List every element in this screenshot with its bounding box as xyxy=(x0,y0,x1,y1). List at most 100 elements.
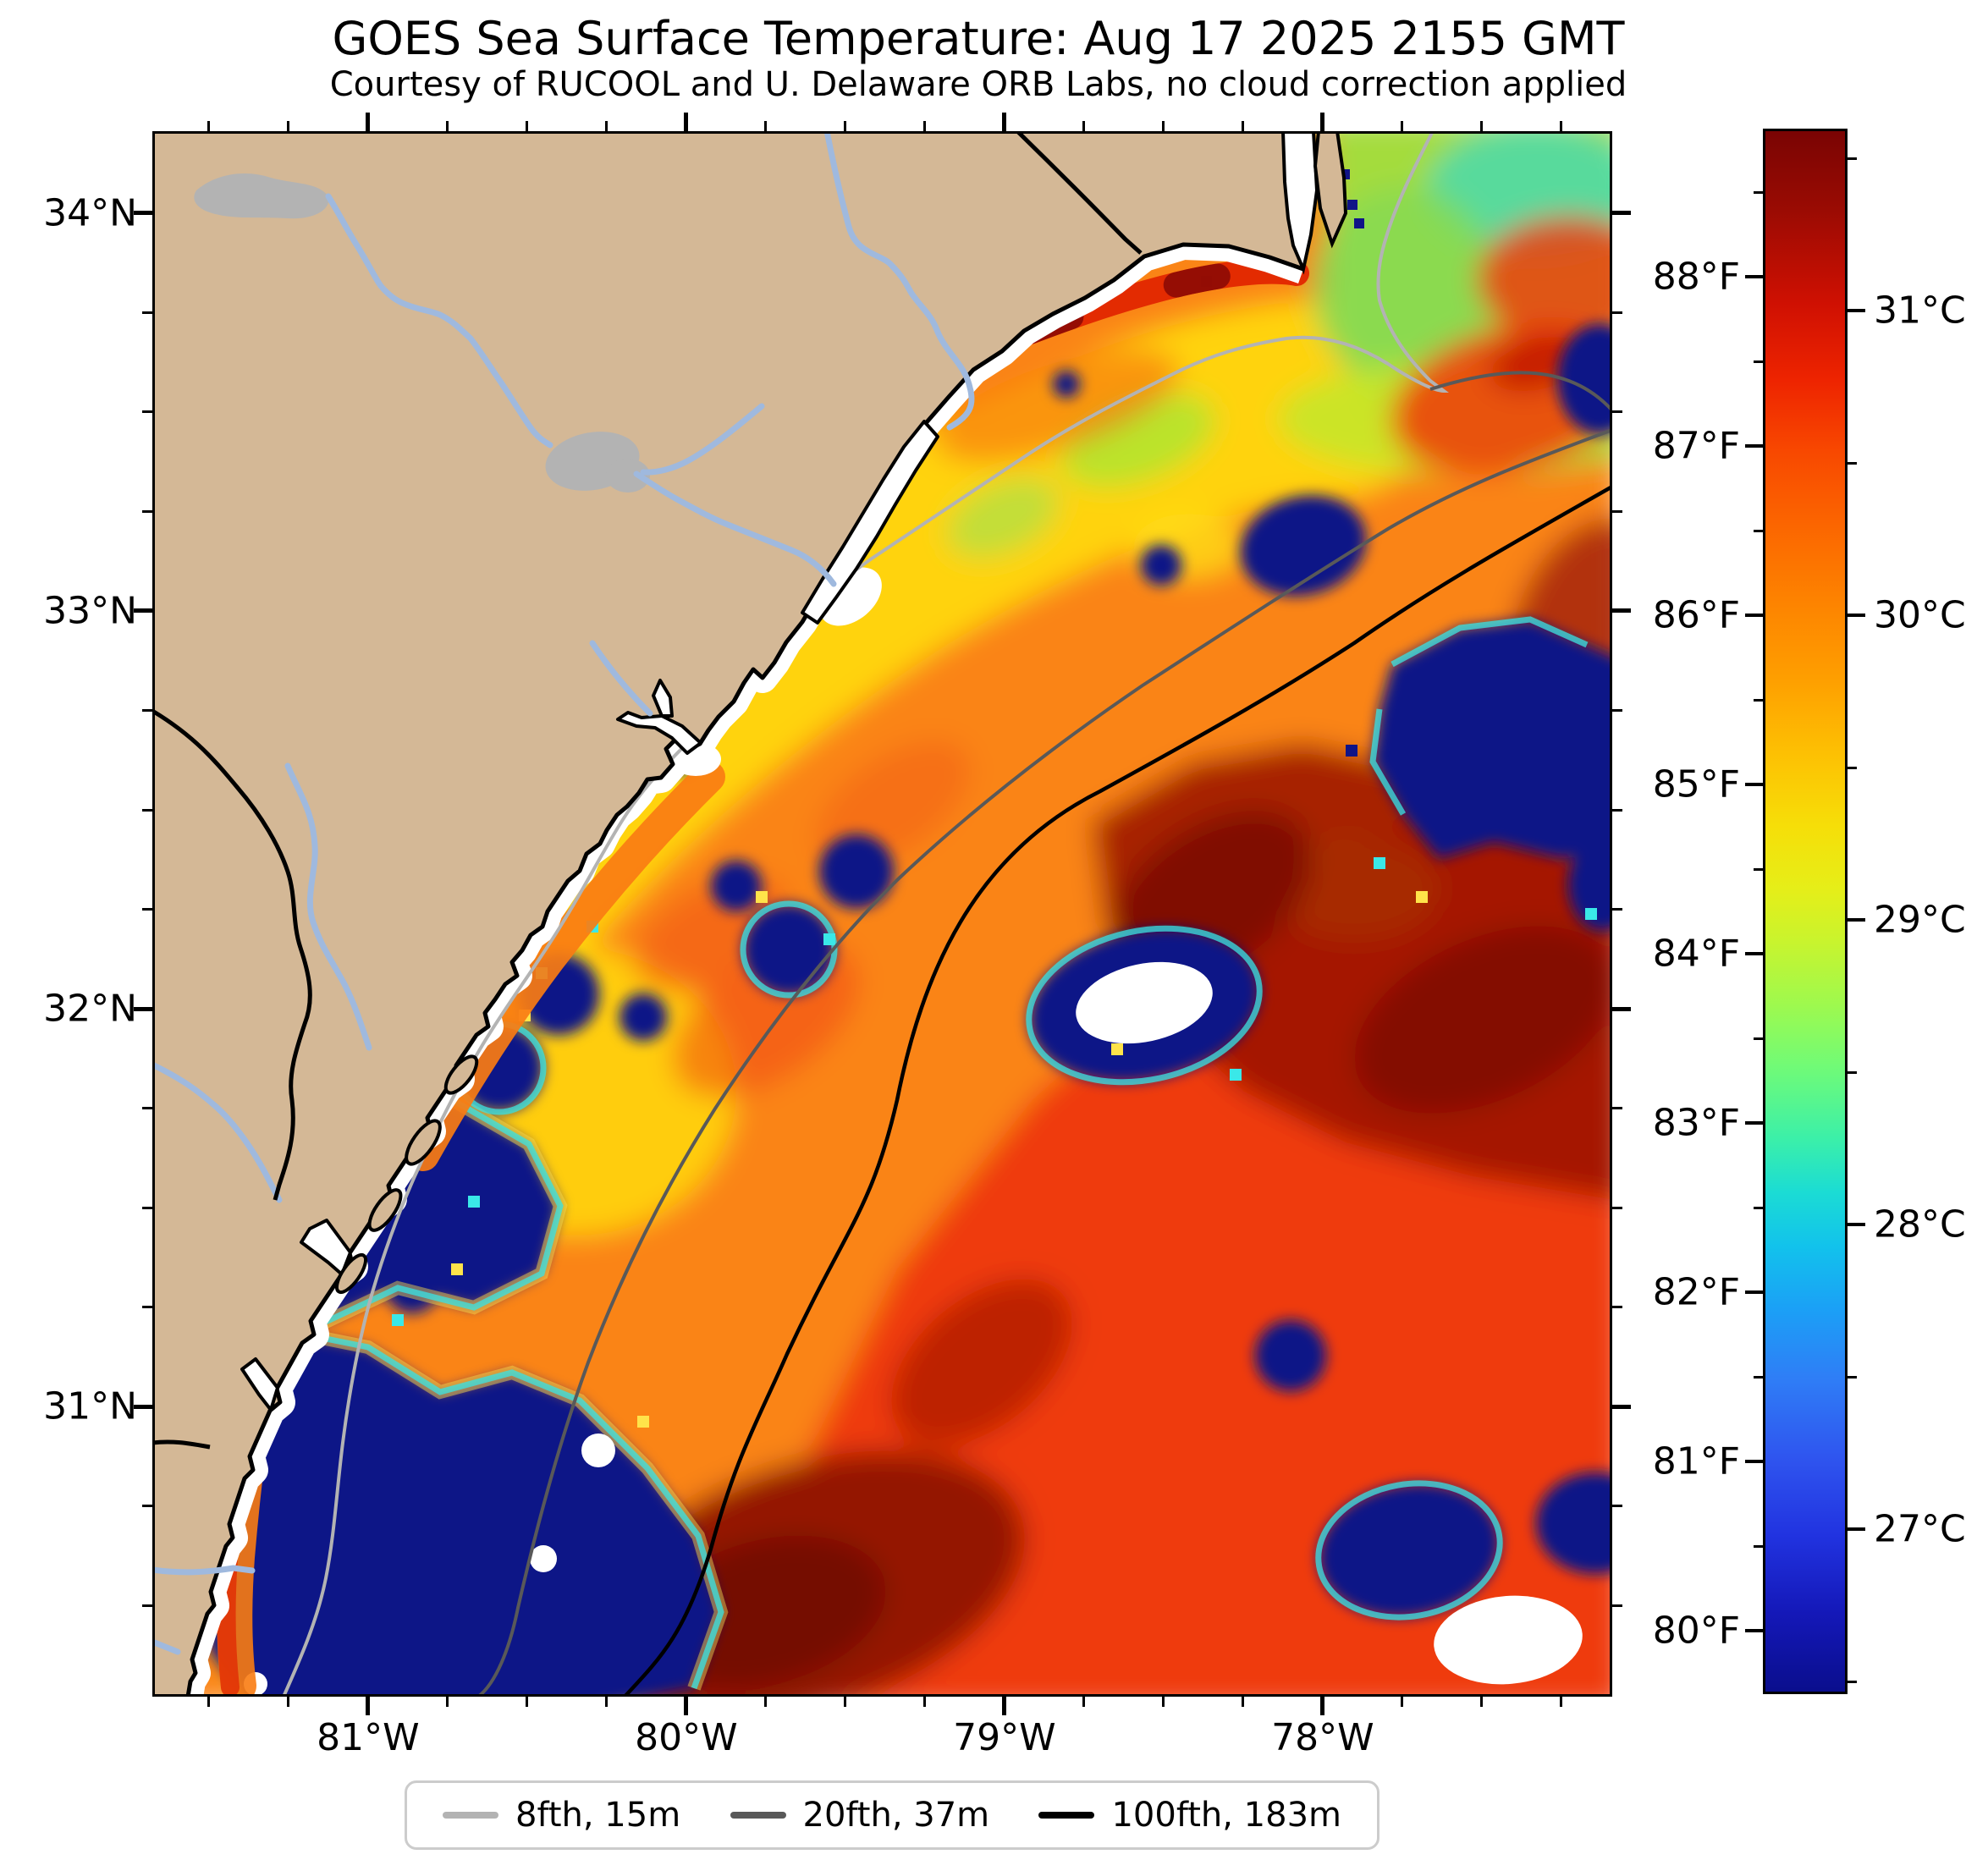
x-minortick-top xyxy=(923,121,927,131)
y-tick-right xyxy=(1612,1404,1631,1409)
y-tick-right xyxy=(1612,211,1631,216)
colorbar-minortick-c xyxy=(1848,1070,1857,1074)
y-minortick-left xyxy=(142,1604,152,1607)
x-minortick-top xyxy=(1480,121,1484,131)
x-minortick-top xyxy=(287,121,290,131)
x-tick-label: 81°W xyxy=(317,1716,420,1759)
colorbar-minortick-f xyxy=(1754,1375,1763,1378)
y-minortick-right xyxy=(1612,311,1622,314)
colorbar-minortick-c xyxy=(1848,461,1857,465)
x-tick-top xyxy=(366,113,371,131)
x-tick-label: 79°W xyxy=(953,1716,1056,1759)
y-tick-left xyxy=(134,211,152,216)
contour-legend: 8fth, 15m 20fth, 37m 100fth, 183m xyxy=(405,1780,1379,1850)
colorbar-minortick-f xyxy=(1754,1037,1763,1040)
colorbar-label-f: 80°F xyxy=(1652,1609,1740,1653)
y-tick-label: 32°N xyxy=(43,987,137,1031)
legend-label-8fth: 8fth, 15m xyxy=(515,1796,681,1835)
y-tick-label: 31°N xyxy=(43,1384,137,1428)
colorbar-tick-f xyxy=(1745,614,1763,617)
colorbar-label-f: 88°F xyxy=(1652,255,1740,299)
lakes xyxy=(194,173,650,493)
colorbar-label-f: 82°F xyxy=(1652,1270,1740,1314)
colorbar-label-c: 31°C xyxy=(1874,289,1966,333)
colorbar-gradient xyxy=(1765,131,1845,1692)
y-minortick-right xyxy=(1612,908,1622,911)
colorbar-tick-f xyxy=(1745,1460,1763,1463)
cape-fear-east-bank xyxy=(1313,131,1348,249)
x-tick-bottom xyxy=(1320,1697,1325,1715)
land xyxy=(152,131,1303,1697)
y-tick-label: 34°N xyxy=(43,191,137,235)
rivers xyxy=(152,131,975,1655)
x-minortick-top xyxy=(764,121,768,131)
x-minortick-top xyxy=(605,121,609,131)
colorbar-tick-c xyxy=(1848,614,1865,617)
legend-item-100fth: 100fth, 183m xyxy=(1038,1796,1341,1835)
colorbar-minortick-f xyxy=(1754,867,1763,871)
y-minortick-left xyxy=(142,1206,152,1209)
y-minortick-right xyxy=(1612,1604,1622,1607)
map-frame xyxy=(152,131,1612,1697)
y-minortick-right xyxy=(1612,1505,1622,1508)
x-minortick-bottom xyxy=(1401,1697,1404,1707)
colorbar-minortick-f xyxy=(1754,698,1763,702)
x-tick-bottom xyxy=(684,1697,689,1715)
x-minortick-top xyxy=(207,121,211,131)
colorbar-tick-c xyxy=(1848,918,1865,922)
river-pee-dee xyxy=(823,131,975,431)
contour-20fth xyxy=(476,371,1612,1697)
colorbar-label-f: 85°F xyxy=(1652,762,1740,806)
colorbar-minortick-c xyxy=(1848,157,1857,160)
state-borders xyxy=(152,131,1143,1450)
colorbar-label-f: 84°F xyxy=(1652,932,1740,976)
colorbar-label-f: 83°F xyxy=(1652,1101,1740,1145)
colorbar-tick-c xyxy=(1848,1527,1865,1531)
colorbar-tick-f xyxy=(1745,783,1763,786)
x-minortick-top xyxy=(1401,121,1404,131)
x-minortick-bottom xyxy=(446,1697,449,1707)
x-minortick-bottom xyxy=(923,1697,927,1707)
y-tick-left xyxy=(134,1404,152,1409)
y-minortick-right xyxy=(1612,709,1622,713)
x-minortick-bottom xyxy=(764,1697,768,1707)
y-tick-right xyxy=(1612,608,1631,614)
cape-fear-river xyxy=(1280,131,1319,275)
colorbar-label-f: 87°F xyxy=(1652,424,1740,468)
x-minortick-bottom xyxy=(1162,1697,1165,1707)
colorbar-label-f: 86°F xyxy=(1652,593,1740,637)
y-minortick-left xyxy=(142,808,152,812)
x-minortick-top xyxy=(844,121,847,131)
colorbar-tick-f xyxy=(1745,275,1763,278)
barrier-islands xyxy=(334,1054,479,1295)
legend-item-20fth: 20fth, 37m xyxy=(730,1796,990,1835)
y-minortick-right xyxy=(1612,1107,1622,1110)
x-minortick-bottom xyxy=(844,1697,847,1707)
estuaries xyxy=(240,420,939,1412)
colorbar xyxy=(1763,129,1848,1694)
x-tick-top xyxy=(1002,113,1007,131)
x-tick-top xyxy=(684,113,689,131)
x-minortick-bottom xyxy=(1082,1697,1086,1707)
winyah-bay xyxy=(801,420,939,625)
x-tick-bottom xyxy=(366,1697,371,1715)
x-minortick-top xyxy=(526,121,529,131)
y-minortick-left xyxy=(142,311,152,314)
legend-swatch-8fth xyxy=(443,1812,498,1819)
colorbar-label-c: 30°C xyxy=(1874,593,1966,637)
colorbar-tick-f xyxy=(1745,1121,1763,1125)
x-minortick-bottom xyxy=(1480,1697,1484,1707)
x-tick-bottom xyxy=(1002,1697,1007,1715)
colorbar-tick-c xyxy=(1848,309,1865,312)
colorbar-minortick-f xyxy=(1754,1206,1763,1209)
colorbar-minortick-c xyxy=(1848,1680,1857,1683)
colorbar-minortick-c xyxy=(1848,1375,1857,1378)
legend-label-20fth: 20fth, 37m xyxy=(802,1796,990,1835)
y-minortick-right xyxy=(1612,509,1622,513)
contour-100fth xyxy=(623,485,1612,1697)
sst-map xyxy=(152,131,1612,1697)
x-minortick-bottom xyxy=(605,1697,609,1707)
river-santee xyxy=(325,193,553,448)
y-minortick-right xyxy=(1612,1206,1622,1209)
